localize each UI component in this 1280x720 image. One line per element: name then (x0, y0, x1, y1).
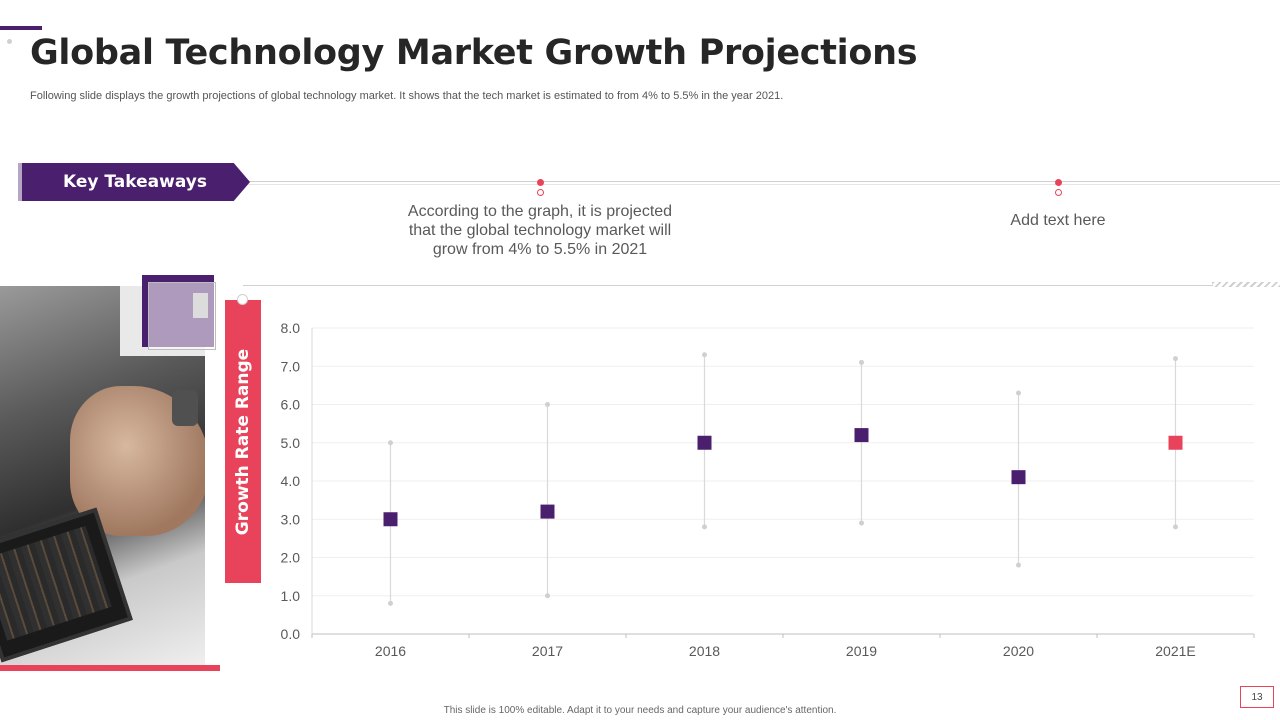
chart-range-bars (388, 352, 1178, 606)
chart-x-ticks: 2016 2017 2018 2019 2020 2021E (311, 634, 1255, 659)
x-tick-label: 2020 (1003, 643, 1034, 659)
x-tick-label: 2018 (689, 643, 720, 659)
data-point (540, 504, 555, 519)
range-low-point (545, 593, 550, 599)
key-takeaways-banner: Key Takeaways (18, 163, 250, 201)
data-point (1011, 470, 1026, 485)
decorative-gray-block (193, 293, 208, 318)
chart-gridlines (311, 327, 1254, 635)
range-high-point (388, 440, 393, 446)
y-tick-label: 5.0 (281, 435, 301, 451)
range-high-point (1173, 356, 1178, 362)
takeaway-text-2: Add text here (1010, 212, 1106, 229)
corner-dot (7, 39, 12, 44)
growth-rate-chart: 0.0 1.0 2.0 3.0 4.0 5.0 6.0 7.0 8.0 2016 2017 2018… (281, 320, 1255, 659)
data-point (1168, 435, 1183, 450)
footer-note: This slide is 100% editable. Adapt it to… (443, 705, 837, 716)
key-takeaways-label: Key Takeaways (63, 172, 207, 192)
x-tick-label: 2021E (1155, 643, 1195, 659)
takeaways-divider-secondary (245, 184, 1280, 185)
y-tick-label: 6.0 (281, 397, 301, 413)
y-tick-label: 0.0 (281, 626, 301, 642)
chart-rule-dot (237, 294, 248, 305)
x-tick-label: 2017 (532, 643, 563, 659)
photo-accent-bar (0, 665, 220, 671)
y-tick-label: 2.0 (281, 550, 301, 566)
data-point (697, 435, 712, 450)
takeaway-text-1: According to the graph, it is projected … (407, 203, 673, 258)
range-high-point (702, 352, 707, 358)
y-tick-label: 7.0 (281, 358, 301, 374)
y-axis-label: Growth Rate Range (233, 348, 253, 536)
page-title: Global Technology Market Growth Projecti… (30, 33, 918, 73)
takeaway-marker-2 (1055, 179, 1062, 186)
photo-tablet-screen (0, 525, 112, 641)
page-subtitle: Following slide displays the growth proj… (30, 90, 784, 102)
corner-accent (0, 26, 42, 30)
x-tick-label: 2016 (375, 643, 406, 659)
y-tick-label: 3.0 (281, 511, 301, 527)
data-point (383, 512, 398, 527)
chart-points (383, 428, 1183, 527)
chart-top-rule (243, 285, 1213, 286)
range-low-point (1173, 524, 1178, 530)
data-point (854, 428, 869, 443)
page-number: 13 (1240, 686, 1274, 708)
y-tick-label: 4.0 (281, 473, 301, 489)
takeaways-divider (245, 181, 1280, 182)
range-high-point (545, 402, 550, 407)
banner-edge (18, 163, 22, 201)
range-high-point (1016, 390, 1021, 396)
photo-watch (172, 390, 198, 426)
takeaway-ring-1 (537, 189, 544, 196)
range-low-point (388, 600, 393, 606)
y-axis-label-bar (225, 300, 261, 583)
range-low-point (859, 520, 864, 526)
range-low-point (1016, 562, 1021, 568)
y-tick-label: 1.0 (281, 588, 301, 604)
chart-hatch-accent (1212, 282, 1280, 287)
range-low-point (702, 524, 707, 530)
takeaway-marker-1 (537, 179, 544, 186)
range-high-point (859, 359, 864, 365)
x-tick-label: 2019 (846, 643, 877, 659)
takeaway-ring-2 (1055, 189, 1062, 196)
chart-y-ticks: 0.0 1.0 2.0 3.0 4.0 5.0 6.0 7.0 8.0 (281, 320, 301, 642)
y-tick-label: 8.0 (281, 320, 301, 336)
